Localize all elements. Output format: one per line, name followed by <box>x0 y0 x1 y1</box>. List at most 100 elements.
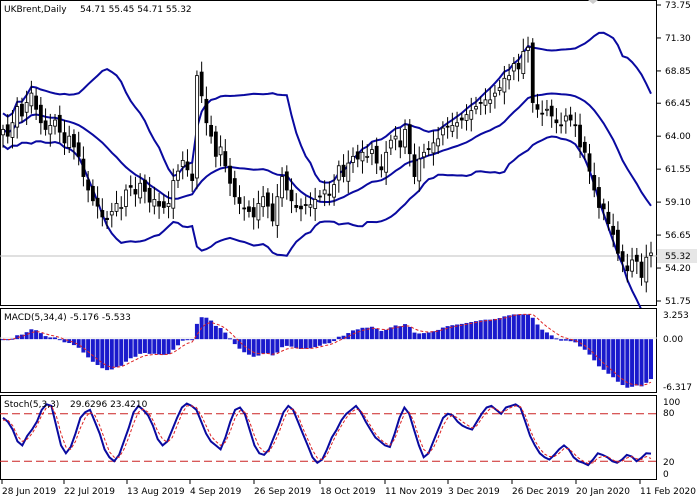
candle <box>582 136 587 160</box>
candle <box>124 184 128 217</box>
macd-histogram <box>1 314 653 388</box>
macd-bar <box>530 317 535 340</box>
macd-bar <box>327 339 332 344</box>
macd-bar <box>611 339 616 378</box>
candle <box>1 124 5 148</box>
macd-bar <box>100 339 105 369</box>
candle <box>422 143 426 169</box>
candle <box>213 125 218 168</box>
macd-bar <box>128 339 133 359</box>
macd-bar <box>76 339 81 348</box>
macd-bar <box>351 330 356 340</box>
candle <box>199 61 204 103</box>
candle <box>138 173 143 204</box>
candle <box>370 142 374 166</box>
macd-bar <box>147 339 152 354</box>
candle <box>578 113 582 158</box>
candle <box>57 105 62 143</box>
macd-bar <box>403 324 408 340</box>
macd-title: MACD(5,34,4) <box>4 313 67 323</box>
macd-bar <box>440 327 445 340</box>
macd-bar <box>535 324 540 340</box>
price-tick-label: 66.45 <box>665 99 691 109</box>
macd-bar <box>322 339 327 344</box>
macd-bar <box>256 339 261 356</box>
macd-bar <box>455 324 460 340</box>
candle <box>318 190 322 202</box>
candle <box>511 57 516 81</box>
candle <box>379 154 384 178</box>
candle <box>365 144 370 163</box>
candle <box>100 198 105 227</box>
candle <box>587 143 592 184</box>
time-tick-label: 11 Feb 2020 <box>640 487 696 497</box>
macd-signal-line <box>2 313 652 386</box>
stoch-main-line <box>2 402 652 467</box>
macd-bar <box>5 339 10 341</box>
stoch-axis: 100 80 20 0 <box>663 398 680 480</box>
candle <box>43 108 48 136</box>
candle <box>341 154 346 183</box>
macd-bar <box>275 339 280 353</box>
time-tick-label: 22 Jul 2019 <box>64 487 115 497</box>
stoch-panel-frame <box>0 395 657 480</box>
macd-bar <box>209 320 214 340</box>
macd-bar <box>336 336 341 340</box>
candle <box>407 119 412 167</box>
candle <box>133 176 138 207</box>
candle <box>497 79 502 96</box>
stoch-title: Stoch(5,3,3) <box>4 400 59 410</box>
macd-bar <box>601 339 606 370</box>
candle <box>180 151 185 180</box>
candle <box>417 146 422 192</box>
macd-bar <box>384 329 389 340</box>
candle <box>185 149 190 177</box>
candle <box>649 241 653 268</box>
candle <box>620 244 625 273</box>
macd-bar <box>634 339 639 386</box>
candle <box>275 184 280 238</box>
candle <box>24 90 29 125</box>
macd-bar <box>71 339 76 346</box>
price-tick-label: 64.00 <box>665 132 691 142</box>
macd-panel[interactable]: MACD(5,34,4) -5.176 -5.533 <box>0 308 657 393</box>
chart-shift-icon[interactable] <box>588 0 598 4</box>
ohlc-readout: 54.71 55.45 54.71 55.32 <box>80 5 192 15</box>
stoch-tick-0: 0 <box>663 470 669 480</box>
macd-bar <box>313 339 318 348</box>
candle <box>606 201 611 231</box>
candle <box>351 147 355 173</box>
candle <box>247 200 251 218</box>
macd-bar <box>521 314 526 340</box>
macd-values: -5.176 -5.533 <box>70 313 131 323</box>
candle <box>147 176 152 213</box>
macd-bar <box>19 334 24 340</box>
bollinger-middle-band <box>2 92 652 207</box>
price-panel[interactable]: UKBrent,Daily 54.71 55.45 54.71 55.32 <box>0 0 657 319</box>
macd-bar <box>502 316 507 340</box>
candle <box>426 141 431 157</box>
macd-bar <box>57 339 62 341</box>
candle <box>152 186 157 215</box>
candle <box>204 86 209 136</box>
macd-bar <box>24 332 29 340</box>
candle <box>355 144 360 168</box>
price-tick-label: 54.20 <box>665 264 691 274</box>
candle <box>393 126 398 151</box>
macd-bar <box>407 326 412 340</box>
stoch-panel[interactable]: Stoch(5,3,3) 29.6296 23.4210 <box>0 395 657 480</box>
candle <box>20 97 24 123</box>
price-tick-label: 56.65 <box>665 231 691 241</box>
macd-bar <box>341 335 346 340</box>
macd-bar <box>317 339 322 346</box>
macd-bar <box>417 333 422 340</box>
candle <box>644 244 649 293</box>
candle <box>280 167 284 207</box>
macd-bar <box>478 320 483 340</box>
macd-tick-zero: 0.00 <box>663 335 683 345</box>
stoch-tick-100: 100 <box>663 398 680 408</box>
candle <box>109 202 114 228</box>
last-price-marker: 55.32 <box>657 249 697 263</box>
macd-bar <box>398 326 403 340</box>
